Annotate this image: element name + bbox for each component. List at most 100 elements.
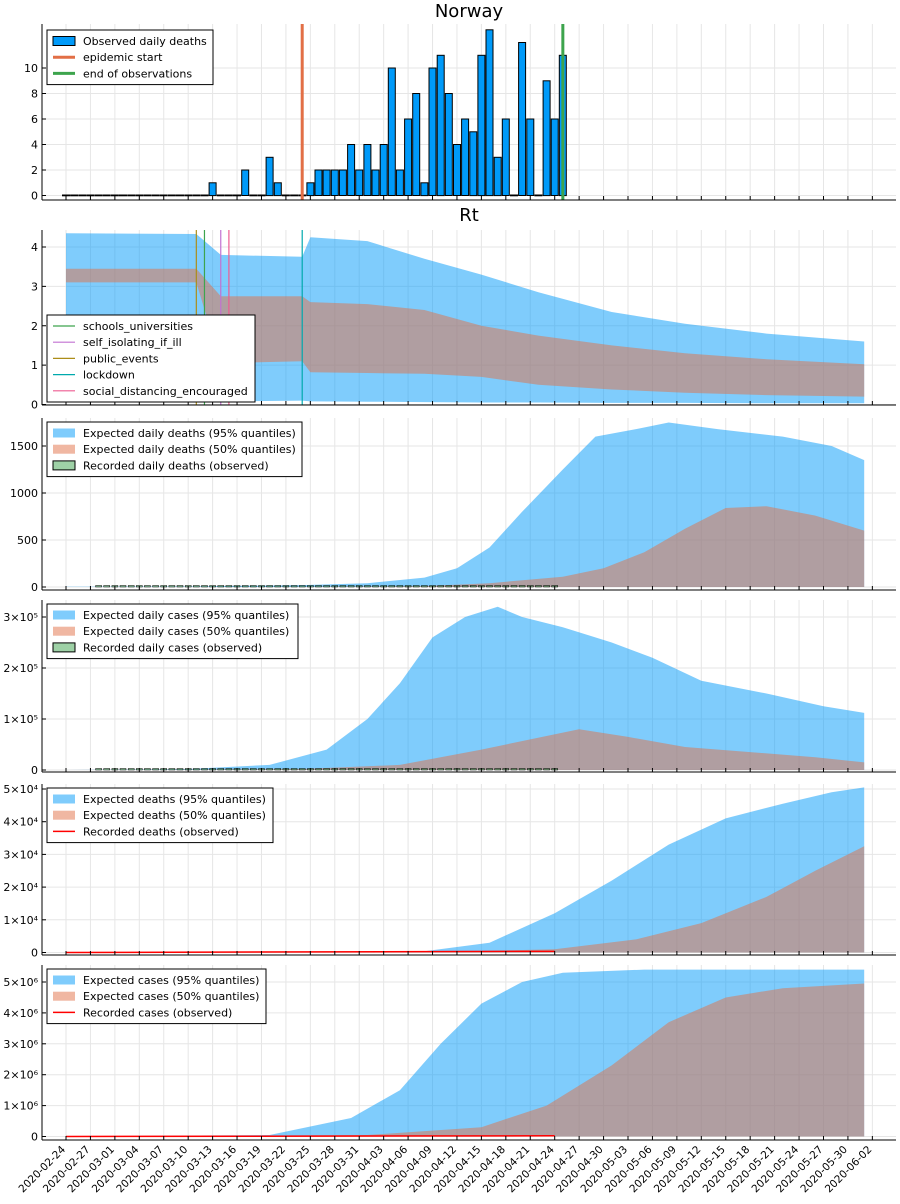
legend: Expected deaths (95% quantiles) Expected … <box>46 787 274 844</box>
y-tick-label: 3×10⁵ <box>3 611 38 624</box>
observed-bar <box>486 585 493 588</box>
legend-label: Expected deaths (95% quantiles) <box>83 793 266 806</box>
observed-bar <box>241 768 249 771</box>
bar <box>501 118 510 196</box>
bar <box>241 169 250 196</box>
observed-bar <box>396 768 404 771</box>
observed-bar <box>176 768 184 771</box>
bar <box>420 182 429 197</box>
bar <box>273 182 282 197</box>
observed-bar <box>266 768 273 771</box>
observed-bar <box>486 768 493 771</box>
observed-bar <box>494 768 501 771</box>
y-tick-label: 5×10⁶ <box>3 976 38 989</box>
bar <box>347 144 356 196</box>
observed-bar <box>201 768 208 771</box>
bar <box>70 194 79 197</box>
legend: Expected daily cases (95% quantiles) Expe… <box>46 603 299 660</box>
observed-bar <box>372 585 379 588</box>
bar <box>444 93 453 196</box>
legend-label: social_distancing_encouraged <box>83 385 248 398</box>
observed-bar <box>347 585 355 588</box>
y-tick-label: 5×10⁴ <box>3 783 38 796</box>
observed-bar <box>445 585 453 588</box>
legend-label: end of observations <box>83 67 192 80</box>
bar <box>526 118 535 196</box>
legend: Observed daily deaths epidemic start end o… <box>46 29 214 86</box>
bar <box>184 194 193 197</box>
observed-bar <box>298 585 306 588</box>
bar <box>208 182 217 197</box>
observed-bar <box>412 585 420 588</box>
observed-bar <box>152 768 159 771</box>
band-50 <box>66 268 865 397</box>
legend-label: Recorded deaths (observed) <box>83 825 239 838</box>
bar <box>453 144 461 196</box>
y-tick-label: 4 <box>31 139 38 152</box>
observed-bar <box>510 585 518 588</box>
bar <box>249 194 258 197</box>
observed-bar <box>144 585 151 588</box>
legend-swatch <box>53 626 75 636</box>
legend-swatch <box>53 975 75 985</box>
y-tick-label: 4×10⁴ <box>3 816 38 829</box>
band-50 <box>66 983 865 1137</box>
bar <box>233 194 241 197</box>
bar <box>135 194 144 197</box>
observed-bar <box>95 768 102 771</box>
legend-label: Expected cases (50% quantiles) <box>83 990 259 1003</box>
y-tick-label: 1×10⁴ <box>3 914 38 927</box>
observed-bar <box>388 585 396 588</box>
bar <box>477 54 486 197</box>
bar <box>387 67 396 196</box>
observed-bar <box>144 768 151 771</box>
y-tick-label: 1500 <box>10 440 38 453</box>
bar <box>62 194 70 197</box>
bar <box>485 29 494 197</box>
legend-label: Expected daily deaths (95% quantiles) <box>83 427 296 440</box>
bar <box>127 194 136 197</box>
legend-label: Expected daily deaths (50% quantiles) <box>83 443 296 456</box>
observed-bar <box>412 768 420 771</box>
bar <box>371 169 380 196</box>
observed-bar <box>535 768 542 771</box>
y-tick-label: 4 <box>31 241 38 254</box>
bar <box>355 169 364 196</box>
legend-label: schools_universities <box>83 320 193 333</box>
bar <box>265 156 274 197</box>
observed-bar <box>176 585 184 588</box>
legend-label: self_isolating_if_ill <box>83 336 182 349</box>
y-tick-label: 0 <box>31 190 38 203</box>
observed-bar <box>298 768 306 771</box>
bar <box>534 194 543 197</box>
observed-bar <box>103 585 110 588</box>
band-95 <box>66 606 865 770</box>
observed-bar <box>201 585 208 588</box>
observed-bar <box>543 768 550 771</box>
y-tick-label: 0 <box>31 947 38 960</box>
legend-label: Observed daily deaths <box>83 35 207 48</box>
bar <box>412 93 421 196</box>
bar <box>86 194 95 197</box>
observed-bar <box>193 585 200 588</box>
band-50 <box>66 506 865 587</box>
observed-bar <box>543 585 550 588</box>
bar <box>518 42 527 196</box>
observed-bar <box>518 585 526 588</box>
bar <box>94 194 103 197</box>
observed-bar <box>225 585 233 588</box>
observed-bar <box>396 585 404 588</box>
legend: Expected cases (95% quantiles) Expected c… <box>46 968 267 1025</box>
observed-bar <box>339 768 347 771</box>
observed-bar <box>152 585 159 588</box>
observed-bar <box>127 585 135 588</box>
observed-bar <box>217 585 225 588</box>
y-tick-label: 0 <box>31 1131 38 1144</box>
y-tick-label: 3×10⁴ <box>3 848 38 861</box>
observed-bar <box>290 585 298 588</box>
y-tick-label: 10 <box>24 62 38 75</box>
observed-bar <box>494 585 501 588</box>
observed-bar <box>266 585 273 588</box>
legend-swatch <box>52 460 76 471</box>
observed-bar <box>437 585 444 588</box>
